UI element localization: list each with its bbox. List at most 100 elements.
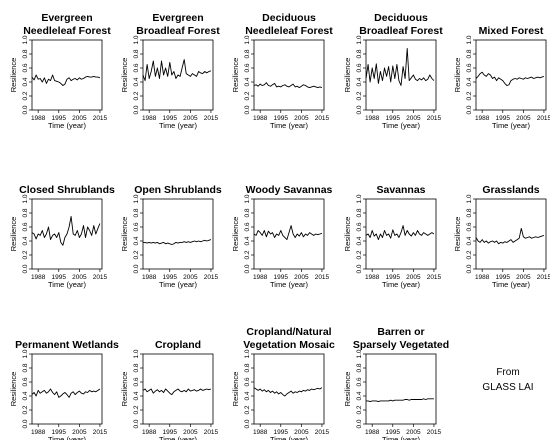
x-tick-label: 2015 (93, 429, 108, 436)
x-axis-label: Time (year) (48, 121, 87, 130)
x-tick-label: 1995 (52, 274, 67, 281)
y-tick-label: 0.8 (22, 208, 29, 217)
y-tick-label: 1.0 (244, 349, 251, 358)
x-tick-label: 2005 (406, 115, 421, 122)
y-tick-label: 0.4 (22, 77, 29, 86)
x-tick-label: 1995 (386, 429, 401, 436)
y-tick-label: 0.4 (22, 236, 29, 245)
y-tick-label: 0.2 (356, 250, 363, 259)
chart-title: Deciduous (262, 12, 316, 24)
plot-frame (253, 353, 325, 425)
y-tick-label: 0.2 (244, 405, 251, 414)
y-axis-label: Resilience (120, 58, 129, 93)
x-tick-label: 2005 (406, 429, 421, 436)
x-tick-label: 2015 (537, 274, 550, 281)
y-tick-label: 1.0 (133, 349, 140, 358)
y-tick-label: 0.6 (356, 222, 363, 231)
source-note: From GLASS LAI (468, 365, 548, 395)
y-tick-label: 0.4 (466, 236, 473, 245)
x-tick-label: 1995 (52, 115, 67, 122)
y-tick-label: 0.0 (133, 419, 140, 428)
y-tick-label: 1.0 (356, 349, 363, 358)
x-tick-label: 1988 (475, 115, 490, 122)
y-tick-label: 0.6 (244, 222, 251, 231)
y-tick-label: 0.8 (244, 363, 251, 372)
resilience-series-line (143, 239, 212, 245)
y-tick-label: 0.4 (356, 236, 363, 245)
y-axis-label: Resilience (120, 217, 129, 252)
x-axis-label: Time (year) (492, 280, 531, 289)
y-tick-label: 0.2 (133, 405, 140, 414)
x-tick-label: 1995 (163, 274, 178, 281)
x-tick-label: 2015 (537, 115, 550, 122)
y-tick-label: 0.6 (22, 222, 29, 231)
chart-panel: Woody Savannas 0.0 0.2 0.4 0.6 0.8 1.0 1988 1995… (231, 184, 333, 289)
y-tick-label: 0.2 (133, 91, 140, 100)
chart-title: Mixed Forest (479, 25, 544, 37)
x-tick-label: 1995 (274, 274, 289, 281)
chart-panel: Permanent Wetlands 0.0 0.2 0.4 0.6 0.8 1.0 1988… (9, 339, 119, 440)
plot-frame (475, 198, 547, 270)
chart-panel: Mixed Forest 0.0 0.2 0.4 0.6 0.8 1.0 1988 1995 20… (453, 25, 550, 130)
y-tick-label: 0.6 (466, 63, 473, 72)
y-tick-label: 0.6 (356, 377, 363, 386)
plot-frame (142, 353, 214, 425)
y-tick-label: 0.0 (244, 264, 251, 273)
y-tick-label: 0.6 (133, 222, 140, 231)
x-axis-label: Time (year) (270, 435, 309, 440)
plot-frame (31, 39, 103, 111)
resilience-series-line (31, 388, 101, 398)
y-tick-label: 0.2 (22, 405, 29, 414)
y-tick-label: 0.8 (466, 208, 473, 217)
y-tick-label: 1.0 (22, 35, 29, 44)
y-axis-label: Resilience (453, 58, 462, 93)
plot-frame (365, 39, 437, 111)
y-tick-label: 0.8 (356, 208, 363, 217)
y-tick-label: 0.0 (22, 264, 29, 273)
x-tick-label: 1988 (253, 115, 268, 122)
chart-title: Permanent Wetlands (15, 339, 119, 351)
y-tick-label: 0.0 (356, 264, 363, 273)
x-axis-label: Time (year) (159, 121, 198, 130)
x-axis-label: Time (year) (382, 121, 421, 130)
x-axis-label: Time (year) (492, 121, 531, 130)
x-tick-label: 2005 (183, 429, 198, 436)
x-tick-label: 2015 (315, 115, 330, 122)
x-tick-label: 2015 (427, 429, 442, 436)
y-axis-label: Resilience (120, 372, 129, 407)
y-tick-label: 0.4 (133, 77, 140, 86)
x-axis-label: Time (year) (48, 280, 87, 289)
plot-frame (475, 39, 547, 111)
y-tick-label: 0.0 (466, 264, 473, 273)
y-axis-label: Resilience (9, 217, 18, 252)
resilience-series-line (31, 216, 101, 246)
y-tick-label: 0.0 (133, 105, 140, 114)
y-tick-label: 0.4 (244, 77, 251, 86)
y-axis-label: Resilience (231, 58, 240, 93)
y-tick-label: 1.0 (133, 35, 140, 44)
y-tick-label: 1.0 (466, 194, 473, 203)
y-tick-label: 0.4 (244, 236, 251, 245)
y-tick-label: 0.8 (22, 49, 29, 58)
y-tick-label: 0.2 (133, 250, 140, 259)
y-tick-label: 0.0 (244, 105, 251, 114)
y-tick-label: 0.2 (244, 91, 251, 100)
y-tick-label: 0.0 (133, 264, 140, 273)
resilience-series-line (31, 74, 101, 86)
x-tick-label: 2015 (315, 429, 330, 436)
x-tick-label: 2005 (406, 274, 421, 281)
y-tick-label: 0.6 (133, 63, 140, 72)
resilience-series-line (366, 398, 434, 403)
chart-title: Cropland (155, 339, 201, 351)
y-tick-label: 1.0 (133, 194, 140, 203)
x-tick-label: 1988 (31, 429, 46, 436)
x-tick-label: 1988 (253, 274, 268, 281)
y-tick-label: 0.8 (466, 49, 473, 58)
y-tick-label: 0.8 (133, 49, 140, 58)
y-tick-label: 0.8 (356, 49, 363, 58)
y-tick-label: 0.0 (244, 419, 251, 428)
x-axis-label: Time (year) (382, 435, 421, 440)
